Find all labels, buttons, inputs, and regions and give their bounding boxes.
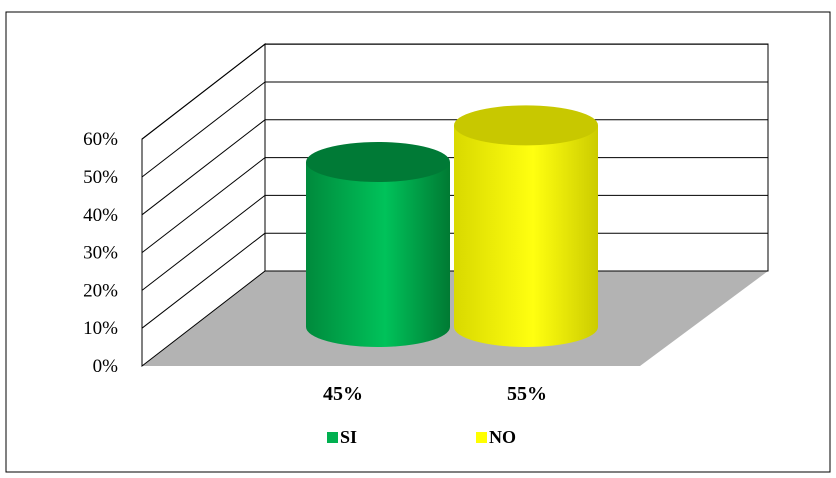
cylinder-top — [306, 142, 450, 183]
legend-label-no: NO — [489, 427, 516, 447]
side-gridline — [141, 119, 266, 216]
cylinder-top — [454, 105, 598, 146]
y-tick-label: 0% — [93, 356, 119, 377]
y-tick-label: 50% — [83, 167, 118, 188]
y-tick-label: 10% — [83, 318, 118, 339]
bar-no — [454, 105, 598, 347]
y-tick-label: 60% — [83, 129, 118, 150]
y-tick-label: 20% — [83, 280, 118, 301]
side-gridline — [141, 43, 266, 140]
legend-swatch-si — [327, 432, 338, 443]
data-label-si: 45% — [323, 383, 363, 405]
side-gridline — [141, 157, 266, 253]
side-gridline — [141, 81, 266, 178]
cylinder-body — [306, 162, 450, 347]
cylinder-body — [454, 125, 598, 347]
y-tick-label: 30% — [83, 243, 118, 264]
y-tick-label: 40% — [83, 205, 118, 226]
bar-si — [306, 142, 450, 347]
legend-label-si: SI — [340, 427, 357, 447]
side-gridline — [141, 232, 266, 329]
data-label-no: 55% — [507, 383, 547, 405]
legend-swatch-no — [476, 432, 487, 443]
side-gridline — [141, 195, 266, 291]
